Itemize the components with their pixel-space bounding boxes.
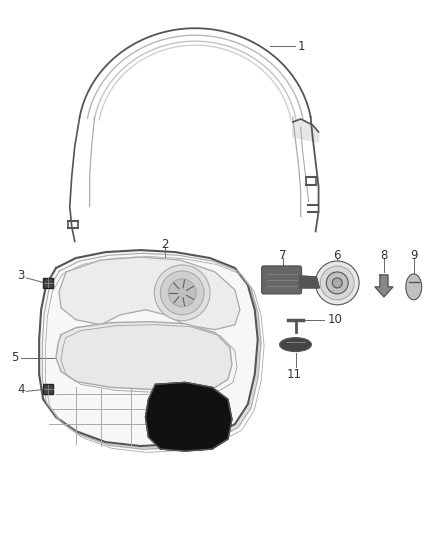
Polygon shape: [39, 250, 258, 446]
Text: 6: 6: [333, 248, 341, 262]
Polygon shape: [375, 275, 393, 297]
FancyBboxPatch shape: [43, 278, 53, 288]
Polygon shape: [293, 119, 318, 142]
Text: 4: 4: [17, 383, 25, 396]
Circle shape: [155, 265, 210, 321]
Text: 5: 5: [11, 351, 19, 364]
Polygon shape: [43, 254, 261, 450]
Circle shape: [168, 279, 196, 307]
Text: 2: 2: [161, 238, 169, 251]
Text: 9: 9: [410, 248, 417, 262]
Polygon shape: [145, 382, 232, 451]
Text: 1: 1: [297, 39, 305, 53]
Circle shape: [332, 278, 342, 288]
Text: 11: 11: [286, 368, 302, 381]
Circle shape: [315, 261, 359, 305]
FancyBboxPatch shape: [43, 384, 53, 394]
Polygon shape: [300, 276, 319, 288]
Circle shape: [326, 272, 348, 294]
Polygon shape: [41, 252, 260, 448]
FancyBboxPatch shape: [262, 266, 301, 294]
Text: 7: 7: [279, 248, 286, 262]
Text: 3: 3: [17, 270, 25, 282]
Text: 8: 8: [380, 248, 387, 262]
Circle shape: [160, 271, 204, 315]
Text: 10: 10: [327, 313, 342, 326]
Ellipse shape: [279, 337, 311, 352]
Polygon shape: [56, 322, 232, 389]
Polygon shape: [406, 274, 422, 300]
Circle shape: [320, 266, 354, 300]
Polygon shape: [59, 257, 240, 330]
